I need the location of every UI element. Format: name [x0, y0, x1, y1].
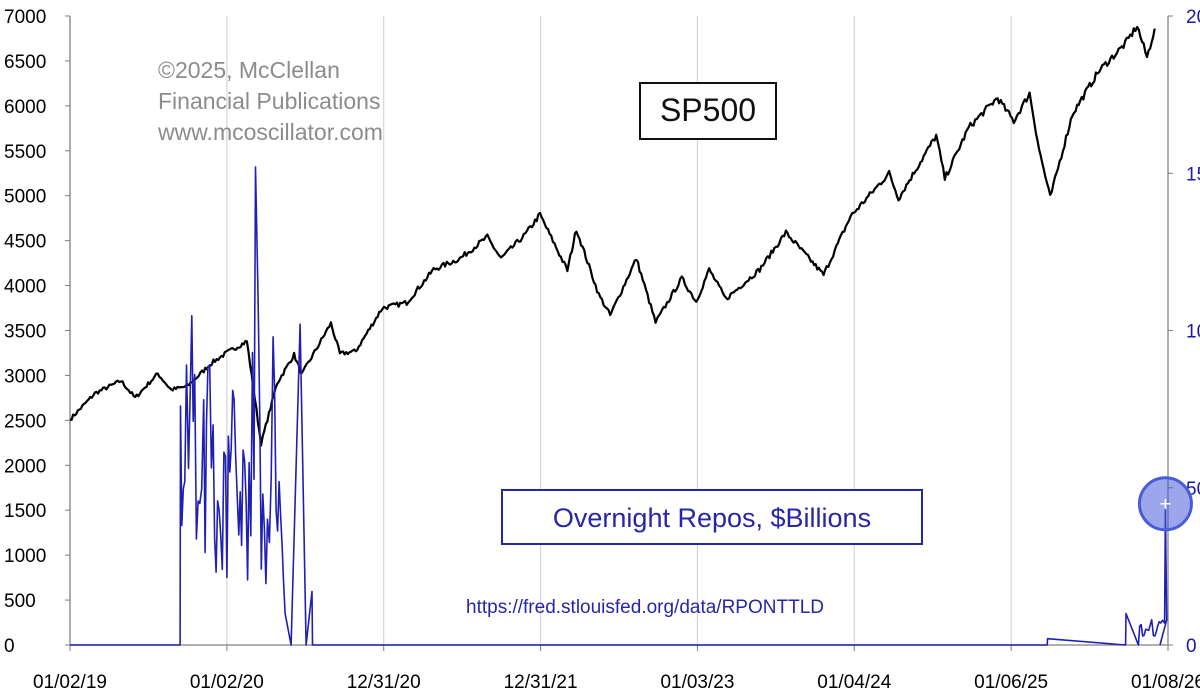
sp500-legend-box — [639, 82, 777, 140]
y-left-tick-label: 5000 — [4, 187, 46, 208]
y-left-tick-label: 2500 — [4, 411, 46, 432]
copyright-block: ©2025, McClellan Financial Publications … — [157, 57, 383, 145]
y-left-tick-label: 2000 — [4, 456, 46, 477]
y-left-tick-label: 7000 — [4, 7, 46, 28]
x-tick-label: 12/31/21 — [504, 672, 578, 693]
x-tick-label: 01/04/24 — [817, 672, 891, 693]
x-tick-label: 01/03/23 — [660, 672, 734, 693]
x-tick-label: 01/02/19 — [33, 672, 107, 693]
y-left-tick-label: 6500 — [4, 52, 46, 73]
y-left-tick-label: 0 — [4, 636, 15, 657]
x-tick-label: 12/31/20 — [347, 672, 421, 693]
y-left-tick-label: 500 — [4, 591, 36, 612]
source-url: https://fred.stlouisfed.org/data/RPONTTL… — [466, 597, 824, 618]
y-left-tick-label: 1000 — [4, 546, 46, 567]
x-tick-label: 01/08/26 — [1131, 672, 1200, 693]
y-left-tick-label: 4500 — [4, 232, 46, 253]
sp500-legend-label: SP500 — [660, 92, 756, 128]
y-right-tick-label: 150 — [1186, 164, 1200, 185]
highlight — [1137, 476, 1193, 532]
copyright-line: Financial Publications — [158, 88, 380, 114]
y-left-tick-label: 4000 — [4, 277, 46, 298]
y-left-tick-label: 6000 — [4, 97, 46, 118]
y-left-tick-label: 3000 — [4, 366, 46, 387]
y-left-tick-label: 1500 — [4, 501, 46, 522]
repos-legend-label: Overnight Repos, $Billions — [553, 503, 871, 533]
sp500-line — [69, 25, 1156, 447]
copyright-line: www.mcoscillator.com — [157, 119, 383, 145]
copyright-line: ©2025, McClellan — [158, 57, 340, 83]
repos-line — [70, 166, 1168, 646]
x-tick-label: 01/02/20 — [190, 672, 264, 693]
repos-legend-box — [501, 489, 923, 545]
y-right-tick-label: 100 — [1186, 322, 1200, 343]
y-right-tick-label: 200 — [1186, 7, 1200, 28]
series — [69, 25, 1168, 646]
y-left-tick-label: 3500 — [4, 322, 46, 343]
y-right-tick-label: 0 — [1186, 636, 1197, 657]
sp500-legend: SP500 — [639, 82, 777, 140]
y-left-tick-label: 5500 — [4, 142, 46, 163]
x-tick-label: 01/06/25 — [974, 672, 1048, 693]
repos-legend: Overnight Repos, $Billions — [501, 489, 923, 545]
